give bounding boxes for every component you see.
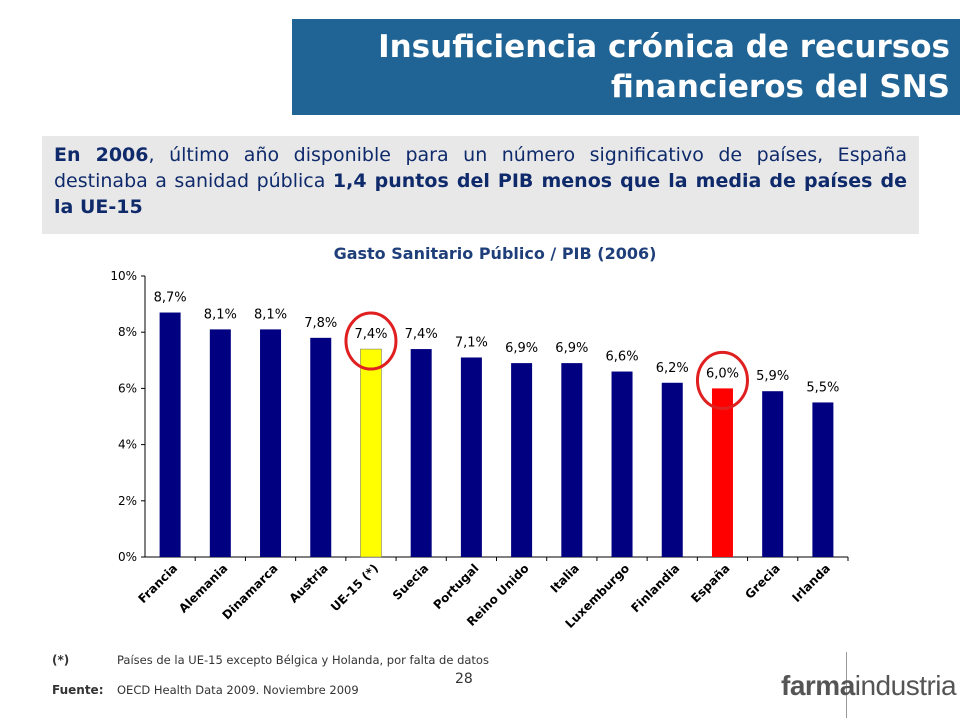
category-label: Austria: [286, 561, 330, 605]
category-label: Grecia: [742, 561, 782, 601]
data-label: 6,9%: [505, 341, 538, 356]
logo-light-part: industria: [854, 670, 957, 701]
chart-title: Gasto Sanitario Público / PIB (2006): [333, 244, 657, 263]
category-label: Italia: [548, 561, 582, 595]
category-label: Finlandia: [628, 561, 682, 615]
bar: [661, 382, 683, 557]
footnote-text: Países de la UE-15 excepto Bélgica y Hol…: [117, 653, 489, 667]
category-label: Suecia: [390, 561, 431, 602]
bar: [460, 357, 482, 557]
bar: [310, 337, 332, 557]
data-label: 7,4%: [354, 327, 387, 342]
category-label: Irlanda: [789, 561, 833, 605]
y-tick-label: 8%: [118, 325, 137, 339]
logo-divider: [846, 652, 847, 718]
category-label: Francia: [135, 561, 180, 606]
bar: [611, 371, 633, 557]
category-label: UE-15 (*): [328, 561, 381, 614]
bar: [159, 312, 181, 557]
bar: [410, 349, 432, 557]
bar: [561, 363, 583, 557]
highlight-circle: [695, 350, 749, 410]
page-number: 28: [455, 671, 473, 687]
bar: [762, 391, 784, 557]
category-label: Alemania: [176, 561, 230, 615]
y-tick-label: 0%: [118, 550, 137, 564]
source-tag: Fuente:: [52, 683, 104, 697]
bar: [511, 363, 533, 557]
data-label: 8,1%: [204, 307, 237, 322]
slide-title-line2: financieros del SNS: [610, 69, 950, 105]
summary-year: En 2006: [54, 144, 149, 166]
source-text: OECD Health Data 2009. Noviembre 2009: [117, 683, 359, 697]
bar: [711, 388, 733, 557]
category-label: Portugal: [431, 561, 482, 612]
data-label: 6,2%: [656, 361, 689, 376]
summary-box: En 2006, último año disponible para un n…: [42, 136, 919, 234]
bar: [260, 329, 282, 557]
data-label: 5,5%: [806, 380, 839, 395]
slide-title-banner: Insuficiencia crónica de recursos financ…: [292, 19, 960, 115]
farmaindustria-logo: farmaindustria: [781, 670, 957, 702]
data-label: 8,1%: [254, 307, 287, 322]
y-tick-label: 2%: [118, 494, 137, 508]
slide-title-line1: Insuficiencia crónica de recursos: [378, 29, 950, 65]
data-label: 6,9%: [555, 341, 588, 356]
footnote-tag: (*): [52, 653, 70, 667]
data-label: 6,0%: [706, 366, 739, 381]
logo-bold-part: farma: [781, 670, 855, 701]
data-label: 6,6%: [606, 350, 639, 365]
category-label: España: [688, 561, 732, 605]
highlight-circle: [344, 311, 398, 371]
bar: [360, 348, 382, 558]
bar: [209, 329, 231, 557]
data-label: 7,1%: [455, 335, 488, 350]
summary-text: , último año disponible para un número s…: [54, 144, 907, 192]
data-label: 7,8%: [304, 316, 337, 331]
bar: [812, 402, 834, 557]
data-label: 8,7%: [154, 291, 187, 306]
data-label: 5,9%: [756, 369, 789, 384]
summary-highlight: 1,4 puntos del PIB menos que la media de…: [54, 170, 907, 218]
data-label: 7,4%: [405, 327, 438, 342]
y-tick-label: 4%: [118, 438, 137, 452]
y-tick-label: 6%: [118, 381, 137, 395]
bar-chart: 0% 2% 4% 6% 8% 10% 8,7% Francia 8,1% Alemania 8,1%…: [110, 269, 849, 631]
y-tick-label: 10%: [110, 269, 137, 283]
